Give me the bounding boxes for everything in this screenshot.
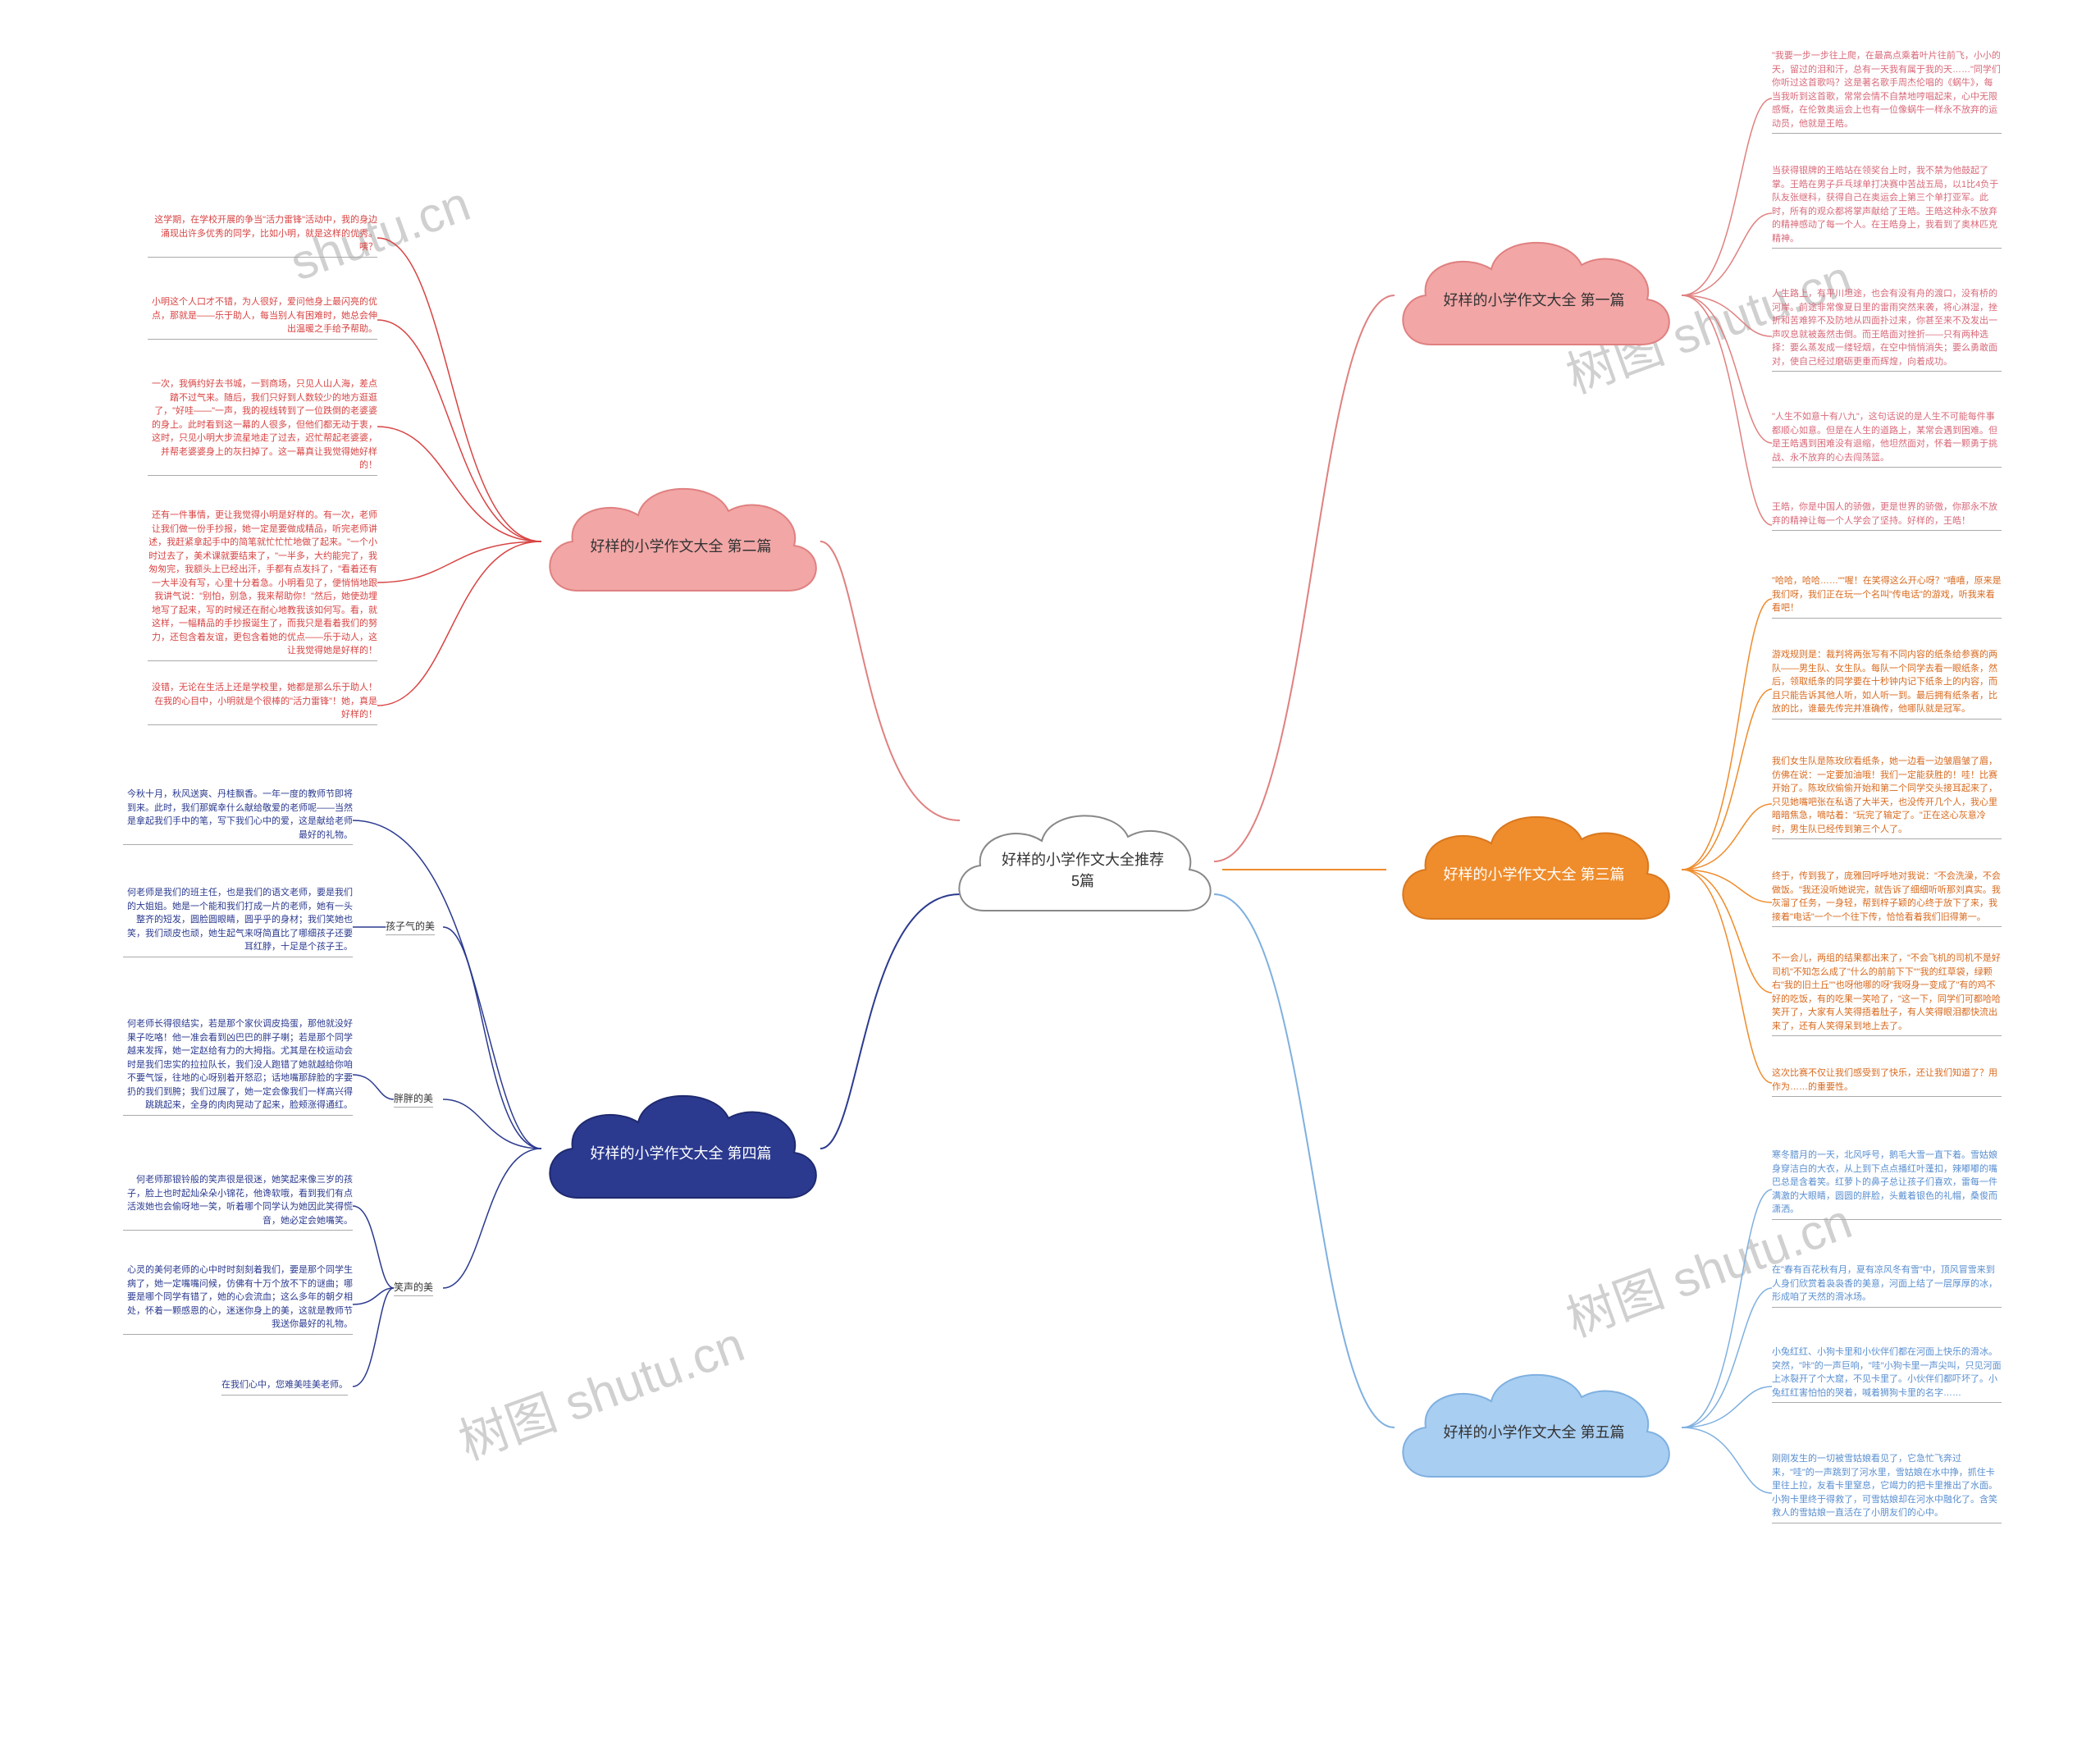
leaf-text: 小明这个人口才不错，为人很好，爱问他身上最闪亮的优点，那就是——乐于助人，每当别… bbox=[148, 295, 377, 340]
leaf-text: "哈哈，哈哈……""喔！在笑得这么开心呀？"嘻嘻，原来是我们呀，我们正在玩一个名… bbox=[1772, 574, 2002, 619]
leaf-text: 小兔红红、小狗卡里和小伙伴们都在河面上快乐的滑冰。突然，"咔"的一声巨响，"哇"… bbox=[1772, 1345, 2002, 1403]
leaf-text: 一次，我俩约好去书城，一到商场，只见人山人海，差点踏不过气来。随后，我们只好到人… bbox=[148, 377, 377, 476]
leaf-text: 何老师长得很结实，若是那个家伙调皮捣蛋，那他就没好果子吃咯！他一准会看到凶巴巴的… bbox=[123, 1017, 353, 1116]
center-label: 好样的小学作文大全推荐5篇 bbox=[1001, 848, 1165, 891]
leaf-text: 心灵的美何老师的心中时时刻刻着我们，要是那个同学生病了，她一定嘴嘴问候，仿佛有十… bbox=[123, 1263, 353, 1335]
branch-node-1: 好样的小学作文大全 第一篇 bbox=[1378, 213, 1690, 386]
branch-label-2: 好样的小学作文大全 第二篇 bbox=[591, 535, 772, 556]
leaf-text: 在我们心中，您难美哇美老师。 bbox=[221, 1378, 348, 1396]
branch-node-3: 好样的小学作文大全 第三篇 bbox=[1378, 788, 1690, 960]
leaf-text: 没错，无论在生活上还是学校里，她都是那么乐于助人！在我的心目中，小明就是个很棒的… bbox=[148, 681, 377, 725]
leaf-text: 人生路上，有平川坦途，也会有没有舟的渡口，没有桥的河岸。前途非常像夏日里的雷雨突… bbox=[1772, 287, 2002, 372]
leaf-text: 今秋十月，秋风送爽、丹桂飘香。一年一度的教师节即将到来。此时，我们那娓幸什么献给… bbox=[123, 788, 353, 845]
leaf-text: 这学期，在学校开展的争当"活力雷锋"活动中，我的身边涌现出许多优秀的同学，比如小… bbox=[148, 213, 377, 258]
leaf-text: 不一会儿，两组的结果都出来了，"不会飞机的司机不是好司机"不知怎么成了"什么的前… bbox=[1772, 952, 2002, 1036]
branch-label-1: 好样的小学作文大全 第一篇 bbox=[1444, 289, 1625, 310]
leaf-text: "人生不如意十有八九"，这句话说的是人生不可能每件事都顺心如意。但是在人生的道路… bbox=[1772, 410, 2002, 468]
sublabel-chubby: 胖胖的美 bbox=[394, 1091, 433, 1108]
branch-label-5: 好样的小学作文大全 第五篇 bbox=[1444, 1421, 1625, 1442]
leaf-text: 游戏规则是：裁判将两张写有不同内容的纸条给参赛的两队——男生队、女生队。每队一个… bbox=[1772, 648, 2002, 719]
leaf-text: 王皓，你是中国人的骄傲，更是世界的骄傲，你那永不放弃的精神让每一个人学会了坚持。… bbox=[1772, 500, 2002, 531]
sublabel-child: 孩子气的美 bbox=[386, 919, 435, 935]
leaf-text: 我们女生队是陈玫欣看纸条，她一边看一边皱眉皱了眉，仿佛在说：一定要加油哦！我们一… bbox=[1772, 755, 2002, 839]
leaf-text: 还有一件事情，更让我觉得小明是好样的。有一次，老师让我们做一份手抄报，她一定是要… bbox=[148, 509, 377, 661]
leaf-text: 刚刚发生的一切被雪姑娘看见了，它急忙飞奔过来，"哇"的一声跳到了河水里，雪姑娘在… bbox=[1772, 1452, 2002, 1523]
branch-label-3: 好样的小学作文大全 第三篇 bbox=[1444, 863, 1625, 884]
branch-label-4: 好样的小学作文大全 第四篇 bbox=[591, 1142, 772, 1163]
leaf-text: 何老师那银铃般的笑声很是很迷，她笑起来像三岁的孩子，脸上也时起灿朵朵小锦花，他谗… bbox=[123, 1173, 353, 1231]
sublabel-laugh: 笑声的美 bbox=[394, 1280, 433, 1296]
leaf-text: "我要一步一步往上爬，在最高点乘着叶片往前飞，小小的天，留过的泪和汗，总有一天我… bbox=[1772, 49, 2002, 134]
leaf-text: 这次比赛不仅让我们感受到了快乐，还让我们知道了？用作为……的重要性。 bbox=[1772, 1067, 2002, 1097]
leaf-text: 寒冬腊月的一天，北风呼号，鹅毛大雪一直下着。雪姑娘身穿洁白的大衣，从上到下点点播… bbox=[1772, 1149, 2002, 1220]
leaf-text: 何老师是我们的班主任，也是我们的语文老师，要是我们的大姐姐。她是一个能和我们打成… bbox=[123, 886, 353, 957]
leaf-text: 在"春有百花秋有月，夏有凉风冬有雪"中，顶风冒雪来到人身们欣赏着袅袅香的美意，河… bbox=[1772, 1263, 2002, 1308]
branch-node-5: 好样的小学作文大全 第五篇 bbox=[1378, 1345, 1690, 1518]
branch-node-4: 好样的小学作文大全 第四篇 bbox=[525, 1067, 837, 1239]
watermark: 树图 shutu.cn bbox=[448, 1304, 752, 1473]
leaf-text: 当获得银牌的王皓站在领奖台上时，我不禁为他鼓起了掌。王皓在男子乒乓球单打决赛中苦… bbox=[1772, 164, 2002, 249]
branch-node-2: 好样的小学作文大全 第二篇 bbox=[525, 459, 837, 632]
leaf-text: 终于，传到我了，庞雅回呼呼地对我说："不会洗澡，不会做饭。"我还没听她说完，就告… bbox=[1772, 870, 2002, 927]
center-node: 好样的小学作文大全推荐5篇 bbox=[935, 788, 1230, 952]
